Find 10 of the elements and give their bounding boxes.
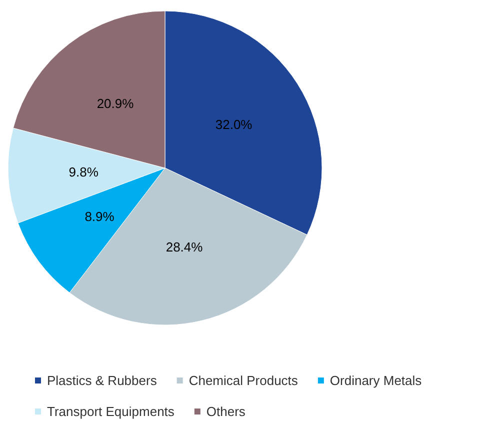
legend-label: Plastics & Rubbers [47,373,158,388]
data-label: 9.8% [68,164,99,180]
legend-label: Others [206,404,246,419]
legend-label: Chemical Products [188,373,298,388]
data-label: 32.0% [215,116,253,132]
legend-label: Transport Equipments [47,404,175,419]
legend-label: Ordinary Metals [330,373,422,388]
data-label: 28.4% [166,240,204,255]
data-label: 20.9% [96,96,134,111]
data-label: 8.9% [84,209,115,224]
